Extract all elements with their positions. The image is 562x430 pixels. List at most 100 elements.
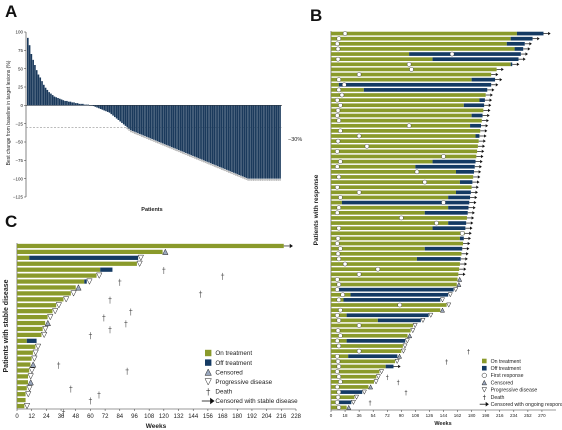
b-on-treatment-bar [331,364,386,369]
b-x-tick-label: 126 [426,413,434,418]
b-ongoing-arrowhead [491,88,495,92]
b-x-tick-label: 180 [468,413,476,418]
c-on-treatment-bar [17,285,76,290]
b-on-treatment-bar [331,390,341,394]
c-on-treatment-bar [17,249,163,255]
c-x-tick-label: 192 [247,414,258,420]
a-bar [55,97,58,106]
b-ongoing-arrowhead [465,257,468,261]
a-bar [227,105,230,171]
a-response-marker [188,154,191,157]
a-bar [163,105,166,145]
a-bar [195,105,198,158]
a-bar [224,105,226,170]
b-ongoing-arrowhead [484,129,488,133]
a-response-marker [156,141,159,144]
a-response-marker [172,148,175,150]
b-first-response-marker [335,313,340,318]
b-first-response-marker [335,338,340,344]
a-bar [170,105,173,148]
b-first-response-marker [335,394,341,400]
b-x-tick-label: 108 [412,413,420,418]
b-on-treatment-bar [331,144,478,149]
b-ongoing-arrowhead [480,154,484,159]
c-x-tick-label: 228 [291,414,302,420]
b-off-treatment-bar [456,190,471,195]
a-response-marker [183,152,185,155]
a-bar [99,105,102,109]
a-bar [275,105,278,179]
b-first-response-marker [434,220,439,226]
a-bar [277,105,280,179]
a-bar [39,77,42,106]
c-on-treatment-bar [17,380,29,385]
b-on-treatment-bar [331,103,464,108]
b-on-treatment-bar [331,113,472,118]
a-bar [249,105,251,179]
a-response-marker [187,154,189,156]
c-on-treatment-bar [17,273,97,278]
c-legend-swatch-arrowhead [210,397,215,405]
b-off-treatment-bar [424,210,468,215]
a-bar [34,65,36,106]
b-progressive-marker [379,369,385,375]
a-y-tick-label: 100 [15,30,23,35]
b-on-treatment-bar [331,272,459,277]
c-ongoing-arrowhead [289,243,293,249]
a-response-marker [204,161,207,163]
c-on-treatment-bar [17,350,33,355]
b-on-treatment-bar [331,323,414,328]
c-on-treatment-bar [17,243,284,249]
c-on-treatment-bar [17,291,71,296]
a-response-marker [238,175,240,177]
a-response-marker [137,133,139,136]
b-ongoing-arrowhead [463,267,467,271]
a-bar [146,105,148,137]
a-response-marker [128,129,130,131]
a-bar [115,105,118,119]
c-progressive-marker [32,349,39,356]
b-on-treatment-bar [331,205,449,210]
b-first-response-marker [336,364,342,369]
b-on-treatment-bar [331,385,369,389]
b-on-treatment-bar [331,180,460,184]
b-first-response-marker [335,236,341,241]
c-legend-label: On treatment [215,350,252,357]
b-first-response-marker [441,154,446,159]
a-bar [279,105,281,179]
b-on-treatment-bar [331,210,425,215]
c-on-treatment-bar [17,297,64,302]
a-bar [48,92,50,106]
b-on-treatment-bar [331,236,460,241]
b-on-treatment-bar [331,118,482,123]
a-bar [263,105,265,179]
b-first-response-marker [336,36,342,41]
a-response-marker [158,142,161,144]
b-first-response-marker [356,133,362,139]
b-ongoing-arrowhead [487,113,490,118]
a-response-marker [181,152,184,154]
b-ongoing-arrowhead [487,108,491,113]
a-response-marker [258,179,260,181]
b-x-tick-label: 144 [440,413,448,418]
a-bar [42,84,45,106]
a-response-marker [254,179,256,181]
b-x-tick-label: 198 [482,413,490,418]
b-progressive-marker [404,338,410,344]
a-response-marker [218,167,221,169]
a-bar [174,105,177,149]
c-censored-marker [27,379,34,386]
c-x-tick-label: 24 [43,414,50,420]
b-on-treatment-bar [331,52,410,56]
a-response-marker [192,156,194,158]
a-response-marker [199,159,201,161]
waterfall-chart: Best change from baseline in target lesi… [6,30,302,213]
a-bar [140,105,143,135]
b-first-response-marker [336,282,342,287]
a-bar [142,105,145,136]
b-ongoing-arrowhead [489,98,493,102]
a-bar [266,105,269,179]
c-progressive-marker [136,260,143,268]
c-on-treatment-bar [17,374,29,379]
